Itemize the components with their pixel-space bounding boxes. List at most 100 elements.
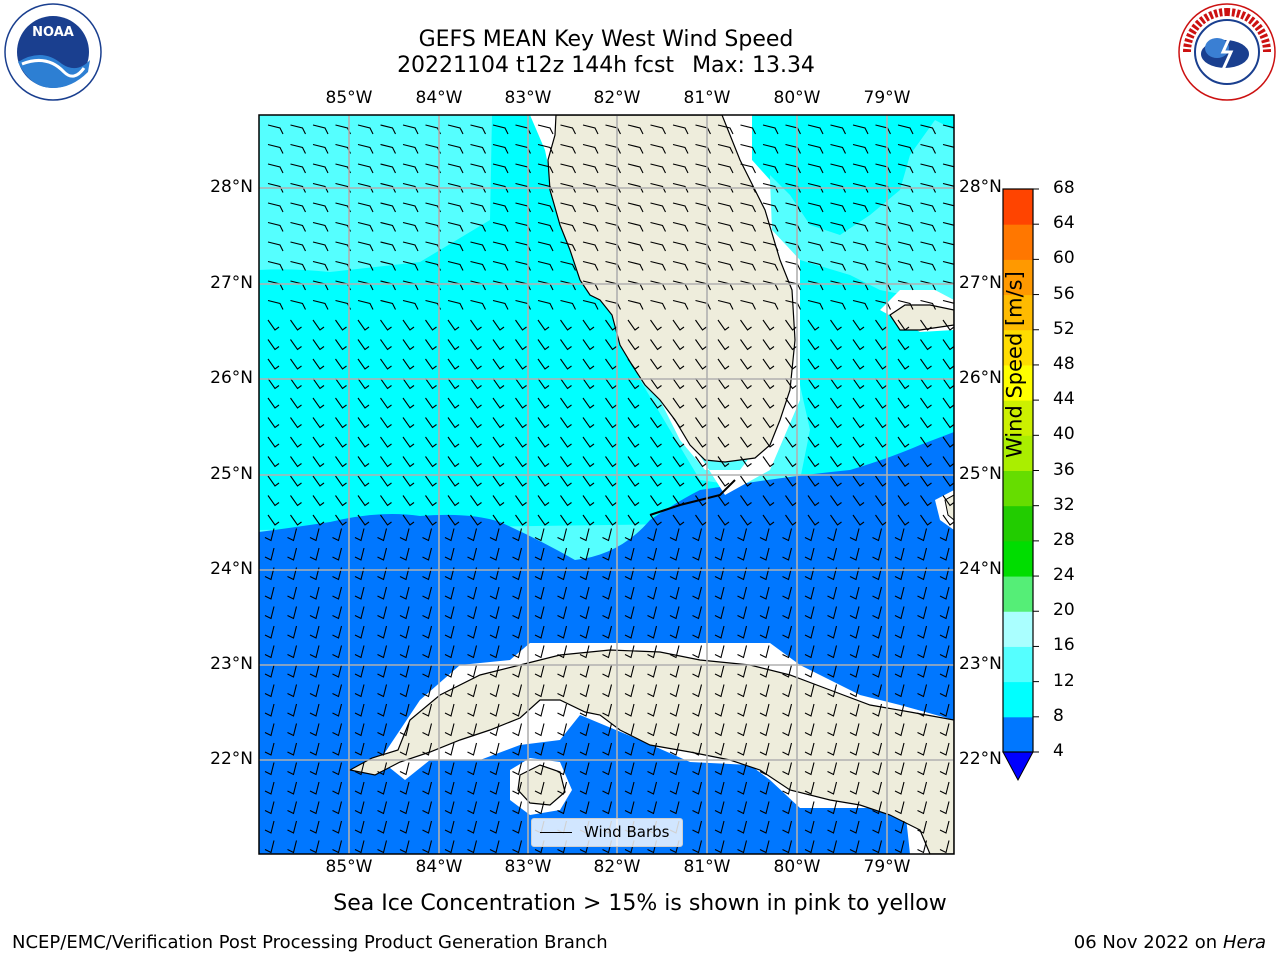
wind-barb [852,319,865,331]
wind-barb [647,586,658,600]
wind-barb [447,202,464,213]
legend-label: Wind Barbs [584,823,670,841]
wind-barb [447,163,464,174]
florida-keys [649,479,736,516]
wind-barb [470,163,486,174]
wind-barb [737,645,748,659]
wind-barb [492,241,509,252]
wind-barb [830,260,846,271]
wind-barb [557,781,568,795]
wind-barb [897,202,914,213]
wind-barb [852,163,869,174]
wind-barb [804,840,815,854]
colorbar-segment [1003,716,1033,753]
wind-barb [264,840,275,854]
wind-barb [827,684,838,698]
wind-barb [717,456,730,468]
wind-barb [560,339,572,351]
wind-barb [759,762,770,776]
wind-barb [717,163,734,174]
wind-barb [515,417,527,429]
wind-barb [264,645,275,659]
wind-barb [579,586,590,600]
wind-barb [354,742,365,756]
colorbar-segment [1003,540,1033,577]
wind-barb [354,762,365,776]
wind-barb [534,586,545,600]
wind-barb [444,703,455,717]
wind-barb [582,436,595,448]
lon-label-bottom: 80°W [773,857,821,877]
wind-barb [582,475,595,487]
lon-label-top: 84°W [415,88,463,108]
wind-barb [762,378,775,390]
wind-barb [537,339,550,351]
wind-barb [627,456,640,468]
wind-barb [942,182,954,187]
wind-barb [672,182,689,193]
wind-barb [537,436,550,448]
wind-barb [695,495,707,507]
wind-barb [650,299,666,310]
wind-barb [804,703,815,717]
lat-label-left: 22°N [210,749,253,769]
wind-barb [402,143,419,154]
wind-barb [872,703,883,717]
wind-barb [740,143,756,154]
wind-barb [560,163,576,174]
colorbar-tick-label: 24 [1053,565,1075,586]
wind-barb [782,528,793,542]
wind-barb [804,567,815,581]
wind-barb [309,586,320,600]
wind-barb [872,840,883,854]
wind-barb [939,586,950,600]
wind-barb [624,723,635,737]
wind-barb [692,567,703,581]
wind-barb [807,260,824,271]
wind-barb [717,358,730,370]
colorbar-extend-arrow [1002,751,1034,782]
wind-barb [492,378,505,390]
wind-barb [447,378,460,390]
wind-barb [470,436,482,448]
wind-barb [444,567,455,581]
wind-barb [872,528,883,542]
wind-barb [534,781,545,795]
wind-barb [312,299,329,310]
wind-barb [669,645,680,659]
wind-barb [489,645,500,659]
wind-barb [512,742,523,756]
wind-barb [332,567,343,581]
wind-barb [425,397,437,409]
wind-barb [560,456,572,468]
wind-barb [380,260,396,271]
wind-barb [579,567,590,581]
wind-barb [782,840,793,854]
wind-barb [897,182,914,193]
wind-barb [492,202,509,213]
wind-barb [804,781,815,795]
legend-line-sample [540,832,572,833]
colorbar-segment [1003,576,1033,612]
wind-barb [782,801,793,815]
wind-barb [875,378,887,390]
forecast-run: 20221104 t12z 144h fcst [397,53,675,78]
wind-barb [627,475,640,487]
wind-barb [740,358,752,370]
wind-barb [602,586,613,600]
colorbar-title: Wind Speed [m/s] [1002,271,1027,458]
wind-barb [402,260,419,271]
wind-barb [264,528,275,542]
wind-barb [264,586,275,600]
wind-barb [647,742,658,756]
wind-barb [312,260,329,271]
wind-barb [422,664,433,678]
wind-barb [650,241,666,252]
wind-barb [422,567,433,581]
wind-barb [762,143,779,154]
wind-barb [717,299,734,310]
wind-barb [492,319,505,331]
wind-barb [920,260,936,271]
wind-barb [762,241,779,252]
